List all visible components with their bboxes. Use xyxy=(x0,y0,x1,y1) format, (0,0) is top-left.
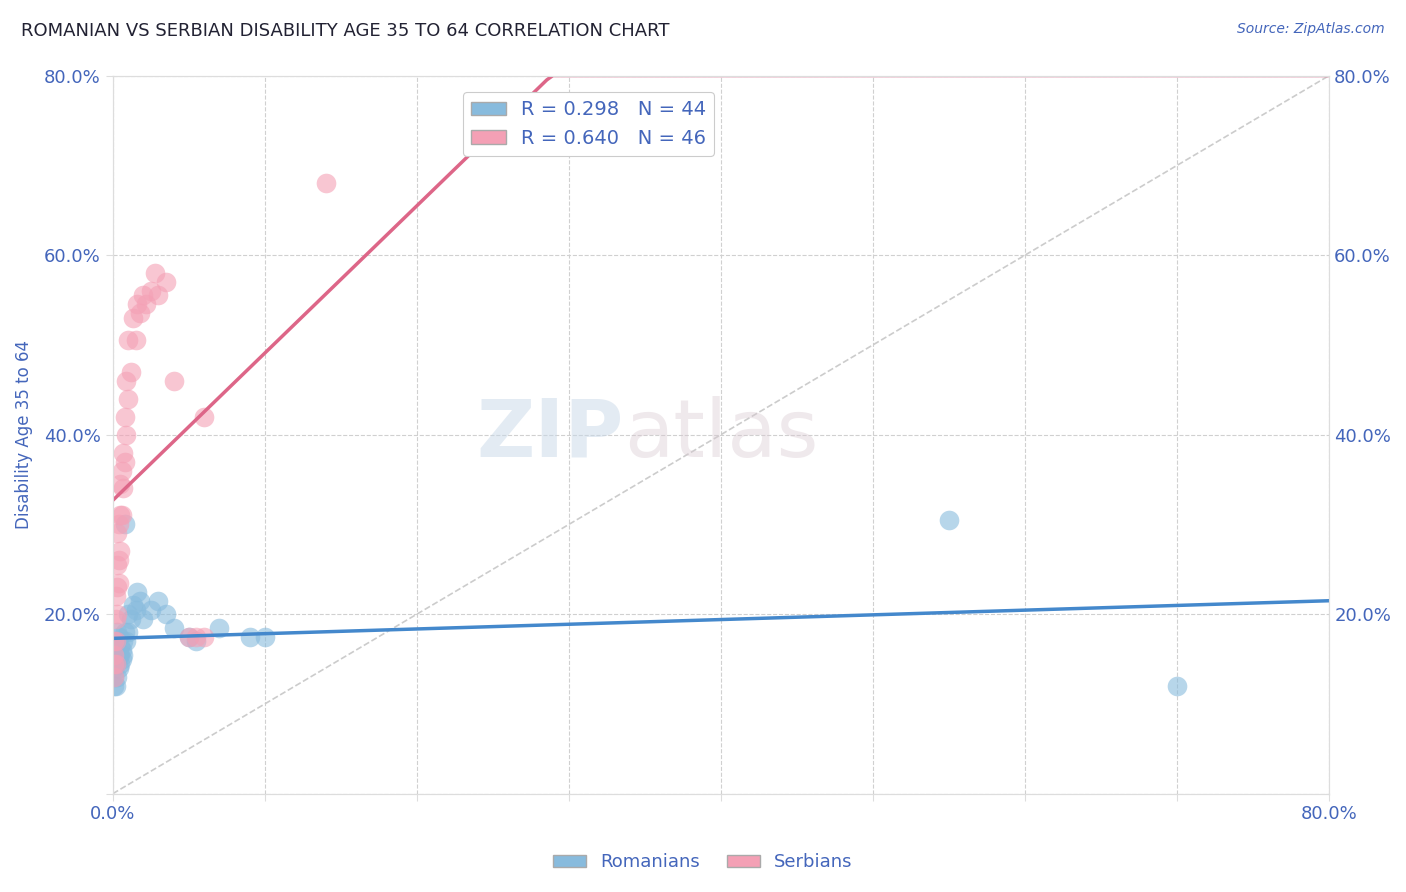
Point xyxy=(129,306,152,320)
Point xyxy=(114,625,136,640)
Legend: R = 0.298   N = 44, R = 0.640   N = 46: R = 0.298 N = 44, R = 0.640 N = 46 xyxy=(463,93,714,156)
Point xyxy=(110,639,132,653)
Point xyxy=(112,445,135,459)
Point xyxy=(121,310,143,325)
Point xyxy=(115,427,138,442)
Point xyxy=(155,275,177,289)
Point xyxy=(111,508,134,523)
Point xyxy=(108,575,131,590)
Point xyxy=(110,477,132,491)
Point xyxy=(104,634,127,648)
Point xyxy=(103,634,125,648)
Point xyxy=(112,648,135,662)
Point xyxy=(148,593,170,607)
Point xyxy=(110,508,132,523)
Point xyxy=(103,670,125,684)
Point xyxy=(177,630,200,644)
Point xyxy=(104,634,127,648)
Point xyxy=(110,544,132,558)
Point xyxy=(104,657,127,671)
Point xyxy=(558,122,581,136)
Text: Source: ZipAtlas.com: Source: ZipAtlas.com xyxy=(1237,22,1385,37)
Point xyxy=(208,621,231,635)
Point xyxy=(105,558,128,572)
Text: ROMANIAN VS SERBIAN DISABILITY AGE 35 TO 64 CORRELATION CHART: ROMANIAN VS SERBIAN DISABILITY AGE 35 TO… xyxy=(21,22,669,40)
Point xyxy=(108,648,131,662)
Point xyxy=(104,589,127,603)
Point xyxy=(115,374,138,388)
Point xyxy=(117,334,139,348)
Point xyxy=(253,630,276,644)
Point xyxy=(145,266,167,280)
Point xyxy=(104,612,127,626)
Point xyxy=(139,284,162,298)
Point xyxy=(115,634,138,648)
Point xyxy=(105,670,128,684)
Text: atlas: atlas xyxy=(624,395,818,474)
Point xyxy=(108,661,131,675)
Point xyxy=(103,679,125,693)
Point xyxy=(108,517,131,532)
Point xyxy=(315,176,337,190)
Point xyxy=(155,607,177,621)
Point xyxy=(105,526,128,541)
Point xyxy=(117,607,139,621)
Point xyxy=(112,634,135,648)
Point xyxy=(110,648,132,662)
Point xyxy=(139,602,162,616)
Point xyxy=(105,652,128,666)
Point xyxy=(117,392,139,406)
Point xyxy=(104,657,127,671)
Point xyxy=(186,634,208,648)
Point xyxy=(105,625,128,640)
Point xyxy=(121,598,143,612)
Point xyxy=(148,288,170,302)
Point xyxy=(132,288,155,302)
Point xyxy=(162,374,184,388)
Point xyxy=(1166,679,1188,693)
Point xyxy=(110,657,132,671)
Point xyxy=(129,593,152,607)
Point xyxy=(105,607,128,621)
Point xyxy=(108,630,131,644)
Y-axis label: Disability Age 35 to 64: Disability Age 35 to 64 xyxy=(15,340,32,529)
Legend: Romanians, Serbians: Romanians, Serbians xyxy=(546,847,860,879)
Point xyxy=(103,657,125,671)
Point xyxy=(132,612,155,626)
Point xyxy=(103,648,125,662)
Point xyxy=(124,602,146,616)
Point xyxy=(193,409,215,424)
Point xyxy=(124,334,146,348)
Point xyxy=(120,612,142,626)
Point xyxy=(120,365,142,379)
Point xyxy=(186,630,208,644)
Point xyxy=(117,625,139,640)
Point xyxy=(938,513,960,527)
Point xyxy=(103,661,125,675)
Point xyxy=(108,553,131,567)
Point xyxy=(177,630,200,644)
Point xyxy=(127,297,149,311)
Point xyxy=(127,584,149,599)
Point xyxy=(105,643,128,657)
Point xyxy=(104,643,127,657)
Point xyxy=(114,454,136,468)
Point xyxy=(111,643,134,657)
Point xyxy=(111,463,134,477)
Text: ZIP: ZIP xyxy=(477,395,624,474)
Point xyxy=(135,297,157,311)
Point xyxy=(162,621,184,635)
Point xyxy=(193,630,215,644)
Point xyxy=(105,580,128,594)
Point xyxy=(103,670,125,684)
Point xyxy=(111,652,134,666)
Point xyxy=(239,630,262,644)
Point xyxy=(104,679,127,693)
Point xyxy=(112,482,135,496)
Point xyxy=(114,409,136,424)
Point xyxy=(114,517,136,532)
Point xyxy=(103,648,125,662)
